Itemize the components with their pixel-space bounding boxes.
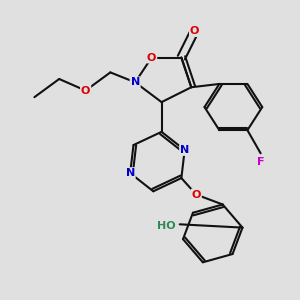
Text: O: O: [81, 85, 90, 96]
Text: O: O: [147, 52, 156, 62]
Text: HO: HO: [157, 221, 176, 231]
Text: N: N: [126, 168, 135, 178]
Text: N: N: [130, 77, 140, 87]
Text: O: O: [191, 190, 201, 200]
Text: F: F: [257, 157, 264, 166]
Text: N: N: [180, 145, 189, 155]
Text: O: O: [190, 26, 199, 36]
